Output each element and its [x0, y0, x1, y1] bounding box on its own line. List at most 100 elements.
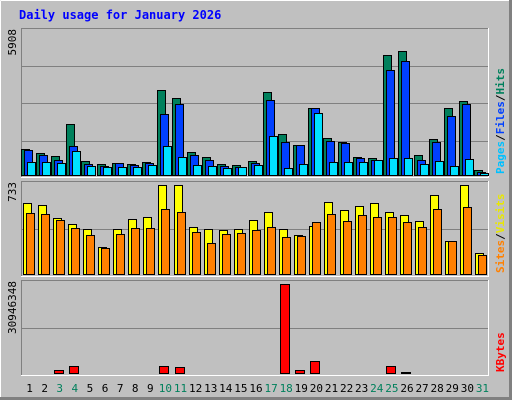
x-tick-label-day-3: 3 — [56, 382, 63, 395]
bar-pages-day-9 — [148, 165, 157, 176]
x-tick-label-day-21: 21 — [325, 382, 338, 395]
bar-pages-day-22 — [344, 162, 353, 176]
bar-sites-day-10 — [161, 209, 170, 275]
x-tick-label-day-6: 6 — [102, 382, 109, 395]
bar-pages-day-19 — [299, 164, 308, 176]
x-tick-label-day-30: 30 — [461, 382, 474, 395]
x-tick-label-day-12: 12 — [189, 382, 202, 395]
x-tick-label-day-17: 17 — [264, 382, 277, 395]
visits-ymax-label: 733 — [6, 182, 19, 202]
kbytes-ymax-label: 30946348 — [6, 281, 19, 334]
bar-sites-day-20 — [312, 222, 321, 275]
bar-kbytes-day-10 — [159, 366, 169, 374]
bar-sites-day-9 — [146, 228, 155, 275]
bar-sites-day-2 — [41, 214, 50, 275]
x-tick-label-day-19: 19 — [295, 382, 308, 395]
bar-pages-day-21 — [329, 162, 338, 176]
x-tick-label-day-22: 22 — [340, 382, 353, 395]
bar-pages-day-15 — [238, 167, 247, 176]
bar-pages-day-4 — [72, 151, 81, 176]
bar-sites-day-12 — [192, 232, 201, 275]
bar-sites-day-13 — [207, 243, 216, 275]
x-tick-label-day-18: 18 — [280, 382, 293, 395]
legend-visits: Sites/Visits — [494, 194, 507, 274]
bar-pages-day-20 — [314, 113, 323, 176]
x-tick-label-day-5: 5 — [87, 382, 94, 395]
x-tick-label-day-13: 13 — [204, 382, 217, 395]
bar-kbytes-day-4 — [69, 366, 79, 374]
bar-pages-day-5 — [87, 166, 96, 176]
bar-sites-day-21 — [327, 214, 336, 275]
bar-pages-day-24 — [374, 160, 383, 176]
x-tick-label-day-31: 31 — [476, 382, 489, 395]
x-tick-label-day-24: 24 — [370, 382, 384, 395]
legend-kbytes-part-0: KBytes — [494, 332, 507, 372]
bar-sites-day-19 — [297, 236, 306, 275]
bar-kbytes-day-18 — [280, 284, 290, 374]
bar-sites-day-11 — [177, 212, 186, 275]
bar-pages-day-16 — [254, 165, 263, 176]
bar-pages-day-25 — [389, 158, 398, 176]
bar-sites-day-4 — [71, 228, 80, 275]
legend-hits-part-1: / — [494, 134, 507, 141]
bar-sites-day-1 — [26, 213, 35, 275]
legend-visits-part-2: Visits — [494, 194, 507, 234]
bar-sites-day-26 — [403, 222, 412, 275]
bar-sites-day-31 — [478, 255, 487, 275]
bar-sites-day-28 — [433, 209, 442, 275]
bar-pages-day-29 — [450, 166, 459, 176]
x-tick-label-day-2: 2 — [41, 382, 48, 395]
bar-pages-day-27 — [420, 164, 429, 176]
legend-kbytes: KBytes — [494, 332, 507, 372]
bar-pages-day-10 — [163, 146, 172, 176]
bar-sites-day-7 — [116, 234, 125, 275]
bar-sites-day-25 — [388, 217, 397, 275]
hits-ymax-label: 5908 — [6, 29, 19, 56]
bar-sites-day-14 — [222, 234, 231, 275]
bar-kbytes-day-26 — [401, 372, 411, 374]
bar-sites-day-22 — [343, 221, 352, 275]
bar-pages-day-17 — [269, 136, 278, 176]
bar-sites-day-23 — [358, 215, 367, 275]
bar-pages-day-6 — [103, 167, 112, 176]
legend-hits-part-3: / — [494, 94, 507, 101]
bar-pages-day-30 — [465, 159, 474, 176]
legend-hits-part-0: Pages — [494, 141, 507, 174]
x-tick-label-day-1: 1 — [26, 382, 33, 395]
x-tick-label-day-10: 10 — [159, 382, 172, 395]
bar-pages-day-26 — [404, 158, 413, 176]
legend-visits-part-0: Sites — [494, 240, 507, 273]
bar-sites-day-15 — [237, 233, 246, 275]
bar-pages-day-13 — [208, 166, 217, 176]
bar-sites-day-8 — [131, 228, 140, 275]
bar-sites-day-6 — [101, 248, 110, 275]
panel-hits — [21, 28, 489, 178]
bar-pages-day-3 — [57, 163, 66, 176]
x-tick-label-day-27: 27 — [415, 382, 428, 395]
bar-sites-day-29 — [448, 241, 457, 275]
x-tick-label-day-11: 11 — [174, 382, 187, 395]
bar-kbytes-day-3 — [54, 370, 64, 374]
bar-sites-day-16 — [252, 230, 261, 275]
x-tick-label-day-28: 28 — [431, 382, 444, 395]
bar-sites-day-3 — [56, 220, 65, 275]
bar-sites-day-27 — [418, 227, 427, 275]
bar-pages-day-14 — [223, 168, 232, 176]
bar-pages-day-23 — [359, 162, 368, 176]
bar-pages-day-1 — [27, 162, 36, 176]
bar-sites-day-18 — [282, 237, 291, 275]
bar-kbytes-day-25 — [386, 366, 396, 374]
legend-hits-part-2: Files — [494, 101, 507, 134]
x-tick-label-day-23: 23 — [355, 382, 368, 395]
legend-visits-part-1: / — [494, 233, 507, 240]
bar-pages-day-12 — [193, 165, 202, 176]
bar-kbytes-day-19 — [295, 370, 305, 374]
bar-pages-day-7 — [118, 167, 127, 176]
bar-kbytes-day-11 — [175, 367, 185, 374]
bar-sites-day-17 — [267, 227, 276, 275]
x-tick-label-day-20: 20 — [310, 382, 323, 395]
x-tick-label-day-15: 15 — [234, 382, 247, 395]
legend-hits: Pages/Files/Hits — [494, 68, 507, 174]
bar-pages-day-11 — [178, 157, 187, 176]
